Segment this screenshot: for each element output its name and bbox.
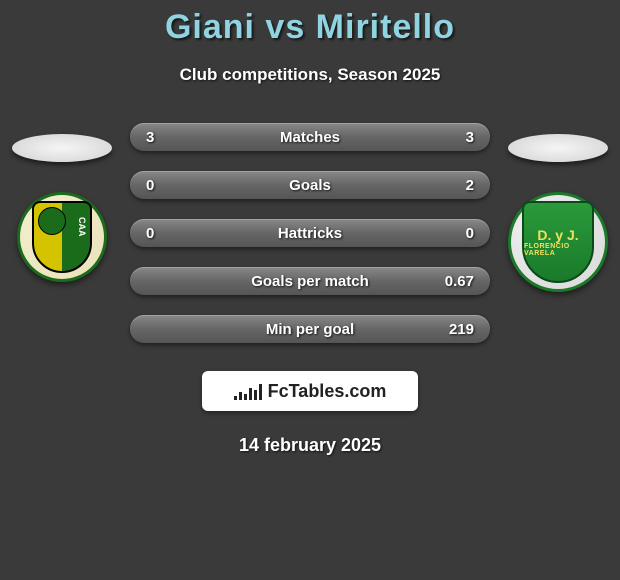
stat-label: Hattricks <box>278 225 342 242</box>
stat-right-value: 3 <box>434 129 474 146</box>
stat-left-value: 3 <box>146 129 186 146</box>
left-player-column: CAA <box>12 110 112 282</box>
stat-row: 0 Hattricks 0 <box>130 219 490 247</box>
right-player-placeholder <box>508 110 608 162</box>
stat-row: 3 Matches 3 <box>130 123 490 151</box>
page-title: Giani vs Miritello <box>0 0 620 47</box>
comparison-card: Giani vs Miritello Club competitions, Se… <box>0 0 620 580</box>
stat-label: Goals <box>289 177 331 194</box>
logo-text: FcTables.com <box>268 381 387 402</box>
stat-right-value: 0.67 <box>434 273 474 290</box>
stat-right-value: 2 <box>434 177 474 194</box>
stat-row: Goals per match 0.67 <box>130 267 490 295</box>
stat-label: Min per goal <box>266 321 354 338</box>
stat-right-value: 219 <box>434 321 474 338</box>
left-club-code: CAA <box>77 217 86 237</box>
right-club-subtext: FLORENCIO VARELA <box>524 243 592 257</box>
stat-row: Min per goal 219 <box>130 315 490 343</box>
stat-left-value: 0 <box>146 177 186 194</box>
right-club-code: D. y J. <box>537 227 578 243</box>
left-club-badge: CAA <box>17 192 107 282</box>
stat-label: Matches <box>280 129 340 146</box>
stat-label: Goals per match <box>251 273 369 290</box>
subtitle: Club competitions, Season 2025 <box>0 65 620 85</box>
site-logo: FcTables.com <box>202 371 418 411</box>
stat-left-value: 0 <box>146 225 186 242</box>
date-label: 14 february 2025 <box>0 435 620 456</box>
logo-bars-icon <box>234 382 262 400</box>
left-player-placeholder <box>12 110 112 162</box>
right-player-column: D. y J. FLORENCIO VARELA <box>508 110 608 292</box>
stat-right-value: 0 <box>434 225 474 242</box>
stat-row: 0 Goals 2 <box>130 171 490 199</box>
right-club-badge: D. y J. FLORENCIO VARELA <box>508 192 608 292</box>
